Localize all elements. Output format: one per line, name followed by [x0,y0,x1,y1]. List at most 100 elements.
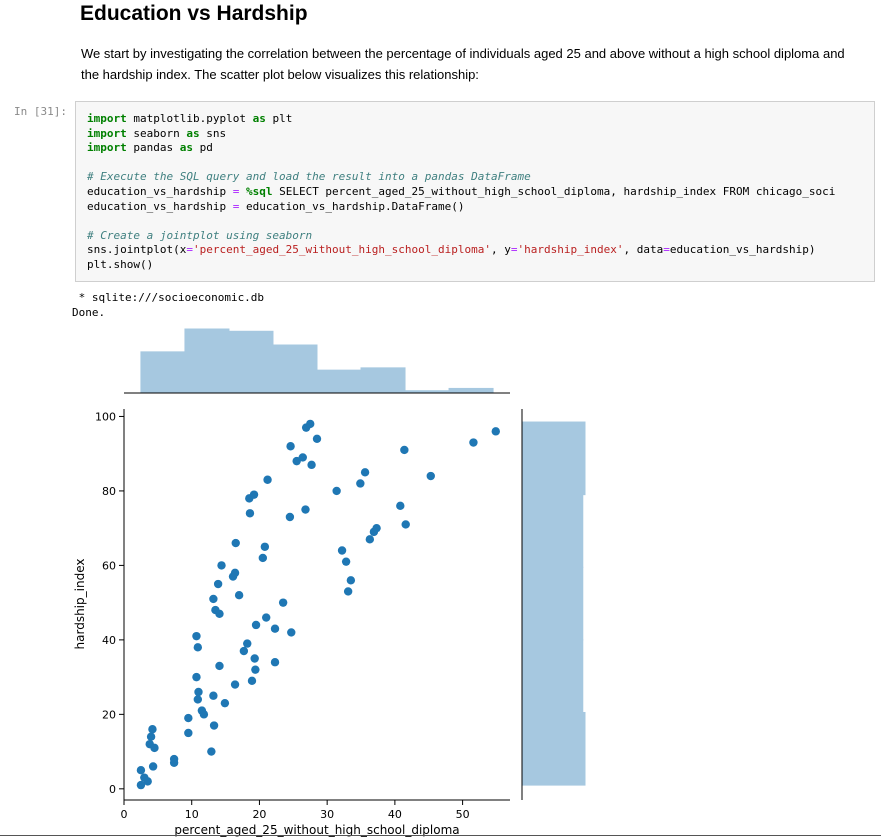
code-text: plt.show() [87,257,154,271]
scatter-point [306,419,315,429]
y-tick-label: 40 [102,634,116,647]
y-tick-label: 60 [102,559,116,572]
x-hist-bar [272,344,318,394]
code-text: pandas [126,141,180,155]
code-operator: = [510,243,518,257]
scatter-point [270,658,280,667]
code-string: 'hardship_index' [517,243,624,257]
scatter-point [150,743,159,753]
scatter-point [230,680,240,689]
scatter-point [249,490,259,499]
scatter-point [365,535,375,544]
page-bottom-border [0,835,881,836]
scatter-point [215,609,224,619]
y-tick-label: 80 [102,485,116,498]
scatter-point [169,758,179,767]
scatter-point [426,471,435,481]
code-string: 'percent_aged_25_without_high_school_dip… [192,243,491,257]
y-tick-label: 100 [95,410,116,423]
scatter-point [230,568,240,578]
scatter-point [234,590,244,600]
scatter-point [146,732,156,741]
scatter-point [209,721,219,730]
scatter-point [260,542,270,551]
scatter-point [287,628,296,637]
scatter-point [193,643,203,652]
scatter-point [285,512,295,522]
scatter-point [250,654,259,663]
scatter-point [343,587,353,596]
scatter-point [278,598,288,607]
code-keyword: as [186,126,200,140]
x-tick-label: 0 [121,808,128,821]
scatter-point [239,646,249,656]
x-axis-label: percent_aged_25_without_high_school_dipl… [174,823,459,837]
scatter-point [396,501,405,511]
scatter-point [148,762,158,771]
code-text: sns [199,126,227,140]
scatter-point [292,456,301,466]
code-operator: = [232,199,240,213]
scatter-point [192,672,201,682]
y-hist-bar [521,566,584,641]
scatter-point [231,538,240,548]
scatter-point [136,766,146,775]
scatter-point [217,561,226,570]
cell-output: * sqlite:///socioeconomic.db Done. [72,290,264,320]
scatter-point [251,665,260,674]
code-text: education_vs_hardship.DataFrame() [239,199,465,213]
scatter-point [298,453,307,462]
x-hist-bar [316,369,362,394]
scatter-point [247,676,257,686]
x-tick-label: 40 [388,808,402,821]
cell-prompt: In [31]: [14,105,67,118]
x-marginal-histogram [124,328,510,394]
scatter-point [199,710,209,719]
output-status: Done. [72,306,106,319]
code-text: education_vs_hardship) [669,243,816,257]
scatter-point [220,698,230,708]
code-text: sns.jointplot(x [87,243,187,257]
code-text: education_vs_hardship [87,199,233,213]
scatter-point [372,523,381,533]
scatter-point [243,639,252,648]
scatter-point [148,725,157,734]
code-keyword: as [179,141,193,155]
scatter-points [136,419,500,790]
code-cell[interactable]: import matplotlib.pyplot as plt import s… [75,101,875,282]
x-tick-label: 10 [185,808,199,821]
scatter-point [209,594,218,604]
scatter-point [360,468,370,477]
scatter-point [301,505,310,514]
scatter-point [270,624,280,633]
scatter-point [194,687,203,697]
scatter-point [307,460,316,470]
scatter-point [192,631,201,641]
y-tick-label: 20 [102,708,116,721]
y-hist-bar [521,711,586,786]
code-keyword: as [252,112,266,125]
code-keyword: import [87,141,127,155]
y-axis-label: hardship_index [73,559,87,650]
scatter-point [341,557,351,566]
output-connection: * sqlite:///socioeconomic.db [72,291,265,304]
code-text: seaborn [126,126,187,140]
x-tick-label: 20 [252,808,266,821]
y-hist-bar [521,421,586,496]
section-heading: Education vs Hardship [80,2,308,25]
scatter-point [491,427,500,436]
scatter-point [209,691,218,700]
axis-labels: percent_aged_25_without_high_school_dipl… [73,559,460,837]
scatter-point [346,576,356,585]
x-hist-bar [228,330,274,394]
code-keyword: import [87,112,127,125]
code-text: education_vs_hardship [87,184,233,198]
scatter-point [263,475,272,484]
scatter-point [193,695,203,704]
code-editor[interactable]: import matplotlib.pyplot as plt import s… [87,112,835,273]
scatter-point [143,777,152,786]
scatter-point [251,620,261,630]
code-operator: = [663,243,670,257]
scatter-point [312,434,322,443]
